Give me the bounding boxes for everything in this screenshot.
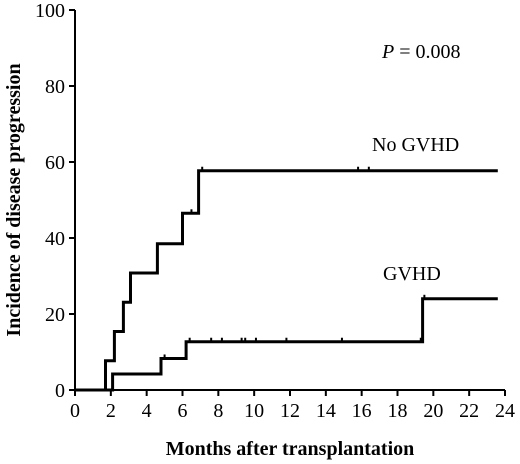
x-tick-label: 8 [213, 400, 223, 422]
x-tick-label: 4 [142, 400, 152, 422]
x-tick-label: 12 [280, 400, 300, 422]
x-tick-label: 16 [352, 400, 372, 422]
x-axis-label: Months after transplantation [166, 438, 415, 460]
x-tick-label: 24 [495, 400, 515, 422]
y-tick-label: 40 [45, 228, 65, 250]
p-value-text: = 0.008 [394, 41, 460, 63]
x-tick-label: 2 [106, 400, 116, 422]
series-label-gvhd: GVHD [383, 263, 441, 285]
x-tick-label: 10 [244, 400, 264, 422]
y-tick-label: 60 [45, 152, 65, 174]
x-tick-label: 20 [423, 400, 443, 422]
x-tick-label: 18 [388, 400, 408, 422]
p-value-annotation: P = 0.008 [381, 41, 461, 63]
y-tick-label: 20 [45, 304, 65, 326]
x-tick-label: 22 [459, 400, 479, 422]
p-symbol: P [381, 41, 394, 63]
x-tick-label: 0 [70, 400, 80, 422]
y-tick-label: 80 [45, 76, 65, 98]
x-tick-label: 6 [178, 400, 188, 422]
series-layer [75, 166, 498, 392]
y-axis-label: Incidence of disease progression [3, 63, 25, 336]
series-line-gvhd [75, 297, 498, 392]
y-tick-label: 100 [35, 0, 65, 22]
x-tick-label: 14 [316, 400, 336, 422]
series-label-no-gvhd: No GVHD [372, 134, 459, 156]
y-tick-label: 0 [55, 380, 65, 402]
